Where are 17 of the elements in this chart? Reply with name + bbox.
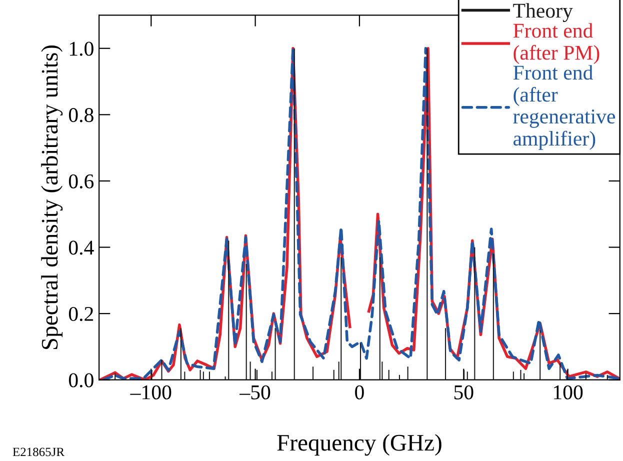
text: E21865JR [12,448,65,456]
y-tick-label: 0.0 [68,373,94,388]
y-tick-label: 0.6 [68,174,94,188]
x-axis-title: Frequency (GHz) [277,434,442,456]
x-tick-label: –50 [240,385,270,400]
y-tick-label: 1.0 [70,42,94,56]
x-tick-label: 0 [355,385,364,400]
x-tick-label: 50 [454,385,474,400]
x-tick-label: –100 [130,385,172,400]
y-axis-title: Spectral density (arbitrary units) [41,45,63,350]
y-tick-label: 0.2 [68,306,94,322]
y-tick-label: 0.8 [68,108,94,122]
x-tick-label: 100 [554,385,583,400]
legend-label: Front end (after PM) [513,23,600,64]
legend-label: Front end (after regenerative amplifier) [513,65,615,150]
legend-label: Theory [513,3,573,22]
y-tick-label: 0.4 [68,240,94,255]
